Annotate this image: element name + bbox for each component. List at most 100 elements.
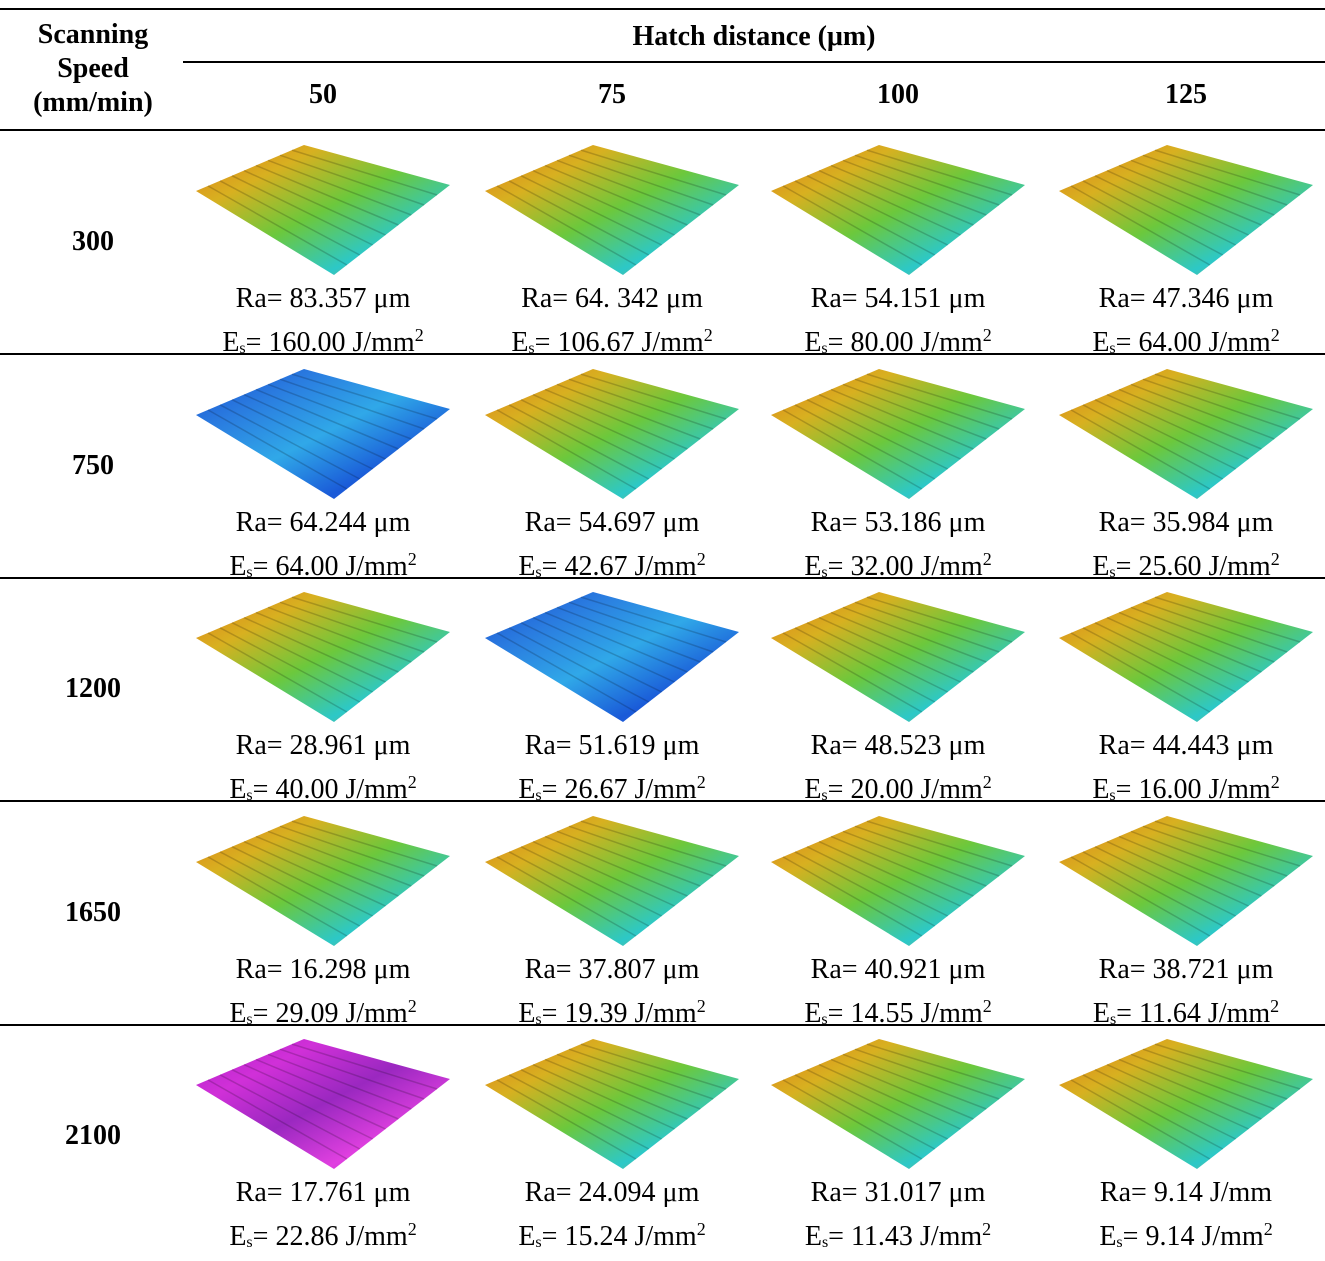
texture <box>508 180 650 256</box>
texture <box>580 819 727 867</box>
cell: Ra= 38.721 μm Es= 11.64 J/mm2 <box>1041 810 1325 1038</box>
texture <box>854 154 1000 206</box>
texture <box>532 840 675 907</box>
energy-density: Es= 32.00 J/mm2 <box>753 541 1043 591</box>
texture <box>520 174 662 246</box>
texture <box>568 601 714 653</box>
energy-density: Es= 64.00 J/mm2 <box>178 541 468 591</box>
rule <box>183 61 1325 63</box>
cell: Ra= 83.357 μm Es= 160.00 J/mm2 <box>178 139 468 367</box>
superscript: 2 <box>696 995 706 1016</box>
superscript: 2 <box>407 548 417 569</box>
roughness: Ra= 51.619 μm <box>524 730 700 761</box>
texture <box>1106 1063 1249 1130</box>
rule <box>0 800 1325 802</box>
superscript: 2 <box>407 1219 417 1239</box>
texture <box>556 383 701 440</box>
symbol: E <box>518 774 536 805</box>
surface-image <box>1059 368 1313 499</box>
texture <box>568 378 714 430</box>
texture <box>854 825 1000 877</box>
symbol: E <box>804 550 822 582</box>
texture <box>496 632 637 713</box>
value: = 11.43 J/mm <box>828 1221 983 1252</box>
roughness: Ra= 24.094 μm <box>524 1177 700 1208</box>
texture <box>207 632 348 713</box>
scanning-speed: 1200 <box>65 673 121 704</box>
roughness: Ra= 16.298 μm <box>235 953 411 985</box>
texture <box>1094 174 1236 246</box>
texture <box>243 393 386 460</box>
value: = 64.00 J/mm <box>252 550 408 582</box>
texture <box>782 855 923 937</box>
subscript: s <box>821 340 828 357</box>
texture <box>806 174 948 246</box>
column-header: 50 <box>309 79 337 110</box>
subscript: s <box>246 787 253 804</box>
energy-density: Es= 80.00 J/mm2 <box>753 317 1043 367</box>
energy-density: Es= 29.09 J/mm2 <box>178 988 468 1038</box>
roughness: Ra= 35.984 μm <box>1098 506 1274 538</box>
value: = 19.39 J/mm <box>541 997 697 1029</box>
superscript: 2 <box>1270 995 1280 1016</box>
surface <box>771 368 1025 499</box>
texture <box>508 627 650 703</box>
texture <box>291 149 438 196</box>
texture <box>842 606 987 663</box>
superscript: 2 <box>703 325 713 345</box>
texture <box>219 403 361 480</box>
scanning-speed: 300 <box>72 226 114 257</box>
texture <box>818 393 961 460</box>
superscript: 2 <box>982 548 992 569</box>
rule <box>0 8 1325 10</box>
value: = 9.14 J/mm <box>1122 1221 1264 1252</box>
surface <box>485 368 739 499</box>
value: = 40.00 J/mm <box>252 774 408 805</box>
value: = 64.00 J/mm <box>1115 327 1271 358</box>
subscript: s <box>821 1010 828 1028</box>
texture <box>1106 616 1249 683</box>
texture <box>279 1048 425 1100</box>
texture <box>1106 393 1249 460</box>
value: = 22.86 J/mm <box>252 1221 408 1252</box>
column-header: 125 <box>1165 79 1207 110</box>
surface <box>1059 592 1313 722</box>
cell: Ra= 16.298 μm Es= 29.09 J/mm2 <box>178 810 468 1038</box>
cell: Ra= 53.186 μm Es= 32.00 J/mm2 <box>753 363 1043 591</box>
symbol: E <box>804 1221 822 1252</box>
surface <box>485 145 739 275</box>
texture <box>1070 1079 1211 1160</box>
energy-density: Es= 64.00 J/mm2 <box>1041 317 1325 367</box>
value: = 25.60 J/mm <box>1115 550 1271 582</box>
scanning-speed: 2100 <box>65 1120 121 1151</box>
subscript: s <box>1109 1010 1117 1028</box>
subscript: s <box>1109 787 1116 804</box>
value: = 20.00 J/mm <box>827 774 983 805</box>
texture <box>532 393 675 460</box>
subscript: s <box>821 787 828 804</box>
value: = 15.24 J/mm <box>541 1221 697 1252</box>
texture <box>794 180 936 256</box>
texture <box>243 840 386 907</box>
symbol: E <box>1099 1221 1117 1252</box>
texture <box>520 621 662 693</box>
texture <box>568 825 714 877</box>
rule <box>0 353 1325 355</box>
energy-density: Es= 22.86 J/mm2 <box>178 1211 468 1261</box>
value: = 32.00 J/mm <box>827 550 983 582</box>
texture <box>1082 627 1224 703</box>
surface <box>196 815 450 946</box>
surface-image <box>1059 815 1313 946</box>
surface-image <box>196 368 450 499</box>
symbol: E <box>804 774 822 805</box>
surface <box>1059 145 1313 275</box>
texture <box>1094 621 1236 693</box>
cell: Ra= 64. 342 μm Es= 106.67 J/mm2 <box>467 139 757 367</box>
row-header-line: Scanning <box>37 19 149 50</box>
texture <box>580 149 727 196</box>
texture <box>1082 180 1224 256</box>
roughness: Ra= 64. 342 μm <box>521 283 703 314</box>
energy-density: Es= 19.39 J/mm2 <box>467 988 757 1038</box>
texture <box>291 596 438 643</box>
texture <box>520 1068 662 1140</box>
